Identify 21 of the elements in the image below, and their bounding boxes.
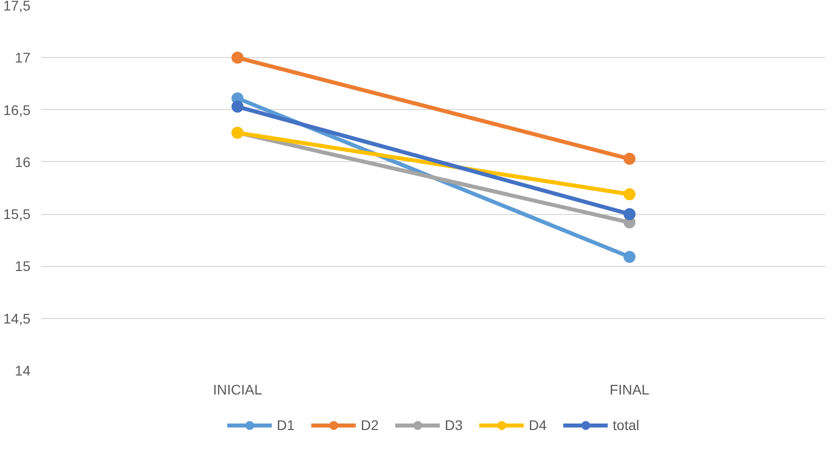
point [624,250,636,263]
point [624,208,636,220]
point [232,100,244,113]
y-tick-label: 14,5 [3,310,31,326]
legend-label: D1 [276,417,296,433]
legend-label: total [612,417,640,433]
legend-label: D3 [444,417,464,433]
y-tick-label: 16,5 [3,102,31,118]
point [624,188,636,200]
legend-label: D2 [360,417,380,433]
x-tick-label: INICIAL [212,382,262,398]
y-tick-label: 15 [14,258,31,274]
y-tick-label: 16 [14,154,31,170]
y-tick-label: 17,5 [3,0,31,14]
point [624,152,636,165]
x-tick-label: FINAL [610,382,650,398]
point [232,52,244,64]
legend-label: D4 [528,417,548,433]
y-tick-label: 17 [14,50,31,66]
y-tick-label: 15,5 [3,206,31,222]
y-tick-label: 14 [14,362,31,378]
